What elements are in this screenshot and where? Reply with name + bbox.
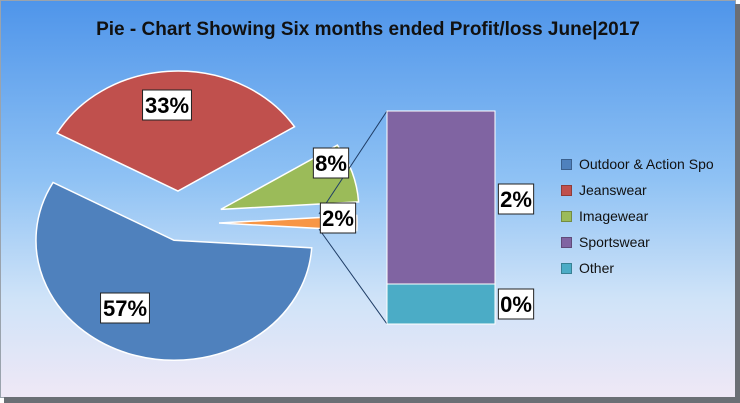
legend-swatch: [561, 262, 572, 274]
data-label-box: [319, 202, 357, 234]
legend-label: Sportswear: [579, 234, 650, 250]
data-label-text: 57%: [103, 296, 147, 321]
legend-swatch: [561, 236, 572, 248]
data-label-text: 2%: [322, 206, 354, 231]
legend-label: Imagewear: [579, 208, 649, 224]
legend-label: Jeanswear: [579, 182, 647, 198]
connector-line: [318, 110, 388, 215]
data-label-text: 2%: [500, 187, 532, 212]
frame-shadow: [4, 397, 740, 403]
chart-title: Pie - Chart Showing Six months ended Pro…: [96, 19, 640, 40]
legend-item-jeanswear: Jeanswear: [561, 177, 714, 203]
bar-segment-other: [386, 283, 496, 325]
legend-swatch: [561, 158, 572, 170]
frame-shadow: [735, 4, 740, 403]
data-label-outdoor: 57%: [100, 292, 150, 324]
data-label-text: 8%: [315, 151, 347, 176]
legend-item-outdoor: Outdoor & Action Spo: [561, 151, 714, 177]
bar-segment-sportswear: [386, 110, 496, 285]
data-label-sportswear: 2%: [497, 183, 535, 215]
data-label-box: [497, 288, 535, 320]
data-label-other: 0%: [497, 288, 535, 320]
legend-label: Outdoor & Action Spo: [579, 156, 714, 172]
data-label-text: 0%: [500, 292, 532, 317]
legend-item-imagewear: Imagewear: [561, 203, 714, 229]
data-label-other-group: 2%: [319, 202, 357, 234]
data-label-text: 33%: [145, 93, 189, 118]
legend: Outdoor & Action Spo Jeanswear Imagewear…: [561, 151, 714, 281]
data-label-box: [100, 292, 150, 324]
slice-jeanswear: [55, 70, 296, 192]
data-label-imagewear: 8%: [312, 147, 350, 179]
legend-item-sportswear: Sportswear: [561, 229, 714, 255]
data-label-box: [142, 89, 192, 121]
data-label-box: [497, 183, 535, 215]
pie-chart-svg: 57% 33% 8% 2% 2% 0%: [35, 70, 535, 361]
legend-swatch: [561, 210, 572, 222]
connector-line: [318, 228, 388, 325]
slice-outdoor: [35, 181, 313, 361]
legend-swatch: [561, 184, 572, 196]
data-label-box: [312, 147, 350, 179]
legend-item-other: Other: [561, 255, 714, 281]
data-label-jeanswear: 33%: [142, 89, 192, 121]
legend-label: Other: [579, 260, 615, 276]
